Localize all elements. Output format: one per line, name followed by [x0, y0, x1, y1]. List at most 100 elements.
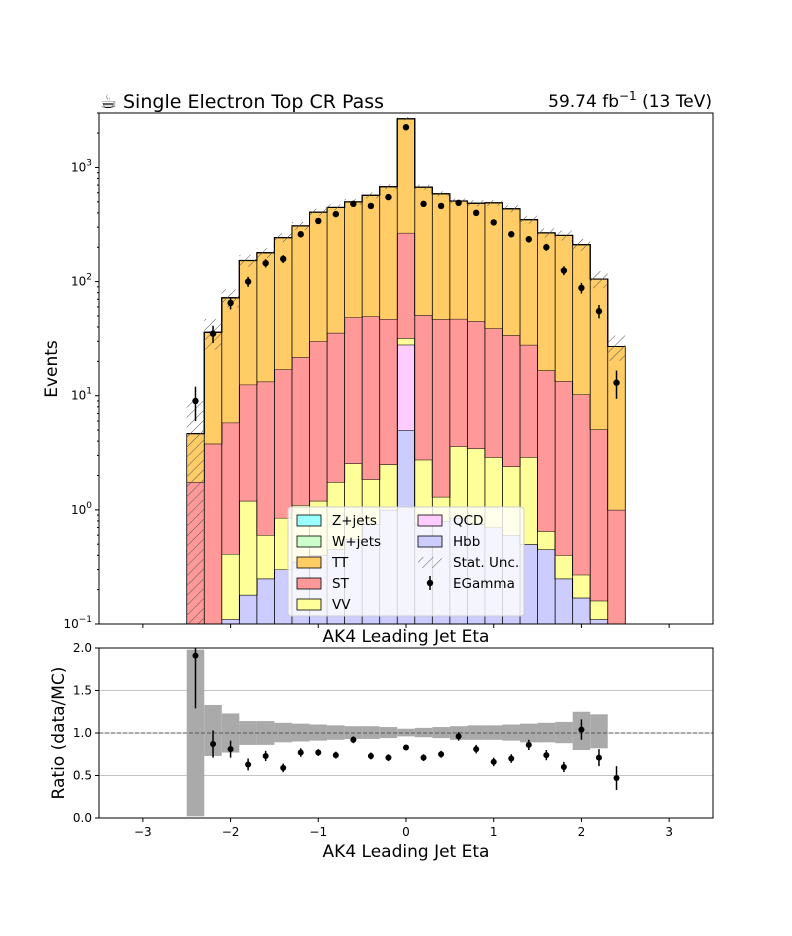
legend-swatch-tt — [296, 556, 322, 569]
bar-st — [449, 318, 468, 447]
bar-st — [344, 317, 363, 464]
bar-st — [520, 344, 538, 458]
ratio-x-tick-label: 1 — [490, 825, 498, 839]
ratio-point — [403, 744, 409, 751]
data-point — [437, 202, 445, 210]
data-point — [525, 236, 532, 243]
ratio-unc-bar — [256, 721, 275, 745]
bar-st — [221, 422, 240, 555]
ratio-unc-bar — [274, 722, 292, 743]
bar-hbb — [555, 578, 573, 624]
ratio-points — [192, 648, 620, 790]
ratio-y-tick-label: 2.0 — [73, 641, 92, 655]
legend-swatch-hbb — [417, 535, 443, 548]
ratio-point — [473, 746, 480, 753]
bar-vv — [256, 535, 275, 579]
ratio-x-axis-label: AK4 Leading Jet Eta — [323, 842, 490, 862]
legend-label-vv: VV — [332, 597, 351, 613]
stat-unc-band — [291, 221, 310, 230]
bar-tt — [590, 279, 608, 430]
bar-st — [204, 443, 222, 624]
bar-tt — [344, 201, 363, 318]
ratio-unc-bar — [221, 713, 240, 753]
stat-unc-band — [186, 399, 205, 624]
bar-tt — [274, 237, 292, 370]
bar-st — [239, 384, 257, 501]
ratio-point — [455, 733, 462, 740]
legend-marker-egamma — [426, 579, 434, 587]
ratio-point — [385, 754, 392, 761]
ratio-x-tick-label: −1 — [309, 825, 327, 839]
bar-vv — [467, 448, 485, 525]
stat-unc-band — [607, 335, 626, 361]
main-y-tick-label: 10−1 — [63, 615, 92, 631]
bar-st — [555, 381, 573, 556]
bar-hbb — [221, 619, 240, 624]
bar-tt — [555, 235, 573, 382]
ratio-point — [227, 746, 234, 753]
bar-vv — [239, 500, 257, 595]
ratio-point — [192, 652, 199, 659]
bar-st — [607, 509, 626, 624]
data-point — [332, 210, 340, 218]
data-point — [280, 255, 287, 263]
ratio-point — [367, 752, 374, 759]
stat-unc-band — [555, 230, 573, 241]
bar-hbb — [537, 549, 556, 624]
legend-swatch-w-jets — [296, 535, 322, 548]
ratio-x-tick-label: 3 — [665, 825, 673, 839]
data-point — [227, 299, 234, 307]
ratio-plot: −3 −2 −1 0 1 2 3 0.0 0.5 1.0 1.5 2.0 Ratio (data/MC… — [49, 641, 714, 862]
data-point — [560, 267, 568, 274]
stat-unc-band — [362, 192, 380, 199]
stat-unc-band — [327, 204, 345, 211]
data-point — [543, 244, 550, 251]
bar-hbb — [572, 597, 591, 624]
data-point — [595, 308, 603, 315]
bar-st — [590, 429, 608, 601]
bar-st — [274, 369, 292, 518]
legend-label-w-jets: W+jets — [332, 534, 381, 550]
bar-vv — [572, 574, 591, 598]
coffee-icon: ☕ — [100, 91, 117, 113]
bar-st — [537, 370, 556, 532]
bar-st — [379, 319, 398, 465]
legend-swatch-z-jets — [296, 514, 322, 527]
stat-unc-band — [397, 117, 415, 121]
bar-vv — [221, 554, 240, 620]
bar-st — [502, 335, 521, 467]
bar-tt — [414, 187, 433, 316]
ratio-y-tick-label: 0.5 — [73, 769, 92, 783]
main-y-tick-label: 103 — [71, 158, 92, 174]
data-point — [350, 200, 357, 208]
bar-tt — [221, 298, 240, 423]
ratio-y-axis-label: Ratio (data/MC) — [49, 667, 69, 800]
plot-title: Single Electron Top CR Pass — [123, 91, 384, 113]
bar-st — [484, 328, 503, 458]
ratio-point — [332, 752, 339, 759]
bar-tt — [572, 244, 591, 395]
legend-swatch-qcd — [417, 514, 443, 527]
ratio-point — [578, 726, 585, 733]
data-point — [490, 219, 497, 226]
bar-tt — [239, 260, 257, 385]
legend: Z+jets W+jets TT ST VV QCD Hbb Stat. Unc. EGamma — [287, 506, 525, 617]
ratio-point — [262, 752, 269, 759]
ratio-unc-bar — [590, 714, 608, 749]
main-y-axis-label: Events — [42, 340, 62, 398]
bar-tt — [467, 203, 485, 322]
legend-label-hbb: Hbb — [453, 534, 480, 550]
bar-st — [414, 315, 433, 460]
ratio-x-tick-label: 0 — [402, 825, 410, 839]
data-points — [192, 124, 620, 422]
data-point — [385, 193, 392, 201]
ratio-y-tick-label: 1.0 — [73, 726, 92, 740]
data-point — [262, 259, 269, 267]
bar-tt — [256, 252, 275, 382]
bar-tt — [502, 208, 521, 336]
legend-label-st: ST — [332, 576, 350, 592]
bar-tt — [379, 186, 398, 320]
bar-tt — [309, 212, 328, 342]
bar-vv — [397, 338, 415, 345]
